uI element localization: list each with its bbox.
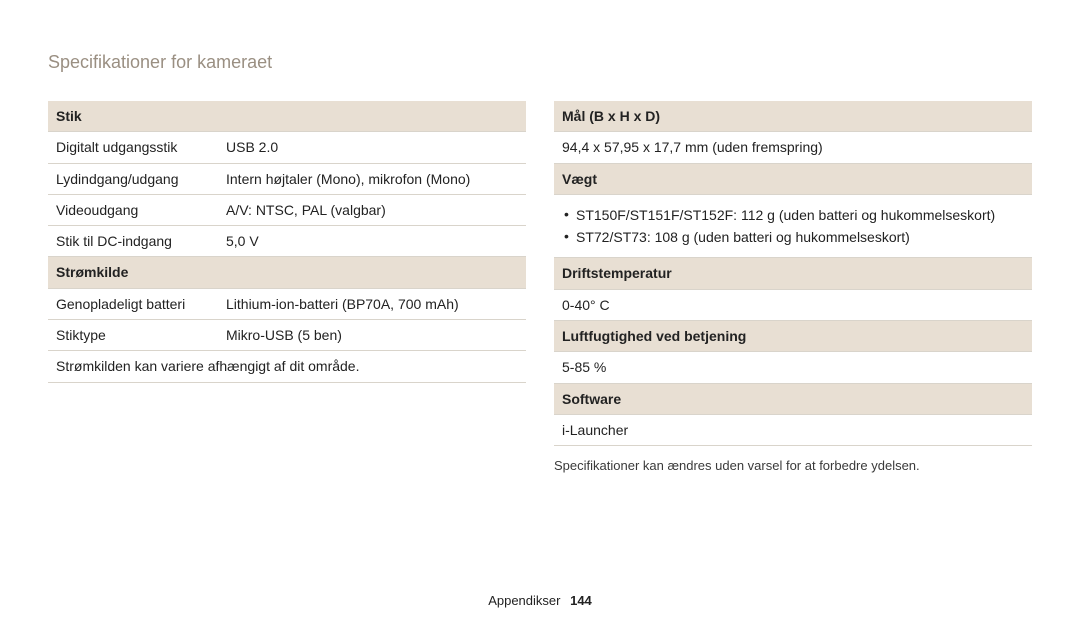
table-row: 94,4 x 57,95 x 17,7 mm (uden fremspring) [554, 132, 1032, 163]
section-header-software: Software [554, 383, 1032, 414]
page-title: Specifikationer for kameraet [48, 52, 1032, 73]
cell-label: Digitalt udgangsstik [48, 132, 218, 163]
section-header-stromkilde: Strømkilde [48, 257, 526, 288]
section-header-dimensions: Mål (B x H x D) [554, 101, 1032, 132]
cell-value: 5-85 % [554, 352, 1032, 383]
cell-value: 94,4 x 57,95 x 17,7 mm (uden fremspring) [554, 132, 1032, 163]
cell-value: USB 2.0 [218, 132, 526, 163]
table-row: Stik til DC-indgang 5,0 V [48, 226, 526, 257]
table-row: Genopladeligt batteri Lithium-ion-batter… [48, 288, 526, 319]
table-row: ST150F/ST151F/ST152F: 112 g (uden batter… [554, 194, 1032, 258]
cell-value: 5,0 V [218, 226, 526, 257]
table-row: Videoudgang A/V: NTSC, PAL (valgbar) [48, 194, 526, 225]
weight-bullets: ST150F/ST151F/ST152F: 112 g (uden batter… [562, 200, 1024, 253]
cell-value: Mikro-USB (5 ben) [218, 320, 526, 351]
section-header-humidity: Luftfugtighed ved betjening [554, 321, 1032, 352]
spec-change-note: Specifikationer kan ændres uden varsel f… [554, 458, 1032, 473]
table-row: i-Launcher [554, 414, 1032, 445]
page: Specifikationer for kameraet Stik Digita… [0, 0, 1080, 630]
right-table: Mål (B x H x D) 94,4 x 57,95 x 17,7 mm (… [554, 101, 1032, 446]
footer: Appendikser 144 [0, 593, 1080, 608]
list-item: ST72/ST73: 108 g (uden batteri og hukomm… [562, 226, 1024, 248]
cell-value: A/V: NTSC, PAL (valgbar) [218, 194, 526, 225]
section-header-weight: Vægt [554, 163, 1032, 194]
columns: Stik Digitalt udgangsstik USB 2.0 Lydind… [48, 101, 1032, 473]
cell-label: Stiktype [48, 320, 218, 351]
table-row: Strømkilden kan variere afhængigt af dit… [48, 351, 526, 382]
cell-label: Stik til DC-indgang [48, 226, 218, 257]
cell-value: ST150F/ST151F/ST152F: 112 g (uden batter… [554, 194, 1032, 258]
cell-label: Videoudgang [48, 194, 218, 225]
cell-value: Intern højtaler (Mono), mikrofon (Mono) [218, 163, 526, 194]
page-number: 144 [570, 593, 592, 608]
cell-label: Lydindgang/udgang [48, 163, 218, 194]
table-row: Stiktype Mikro-USB (5 ben) [48, 320, 526, 351]
table-row: Digitalt udgangsstik USB 2.0 [48, 132, 526, 163]
cell-value: Lithium-ion-batteri (BP70A, 700 mAh) [218, 288, 526, 319]
left-table: Stik Digitalt udgangsstik USB 2.0 Lydind… [48, 101, 526, 383]
table-row: Lydindgang/udgang Intern højtaler (Mono)… [48, 163, 526, 194]
cell-label: Genopladeligt batteri [48, 288, 218, 319]
cell-value: i-Launcher [554, 414, 1032, 445]
cell-value: 0-40° C [554, 289, 1032, 320]
footer-label: Appendikser [488, 593, 560, 608]
table-row: 5-85 % [554, 352, 1032, 383]
section-header-temperature: Driftstemperatur [554, 258, 1032, 289]
list-item: ST150F/ST151F/ST152F: 112 g (uden batter… [562, 204, 1024, 226]
right-column: Mål (B x H x D) 94,4 x 57,95 x 17,7 mm (… [554, 101, 1032, 473]
power-note: Strømkilden kan variere afhængigt af dit… [48, 351, 526, 382]
left-column: Stik Digitalt udgangsstik USB 2.0 Lydind… [48, 101, 526, 473]
section-header-stik: Stik [48, 101, 526, 132]
table-row: 0-40° C [554, 289, 1032, 320]
